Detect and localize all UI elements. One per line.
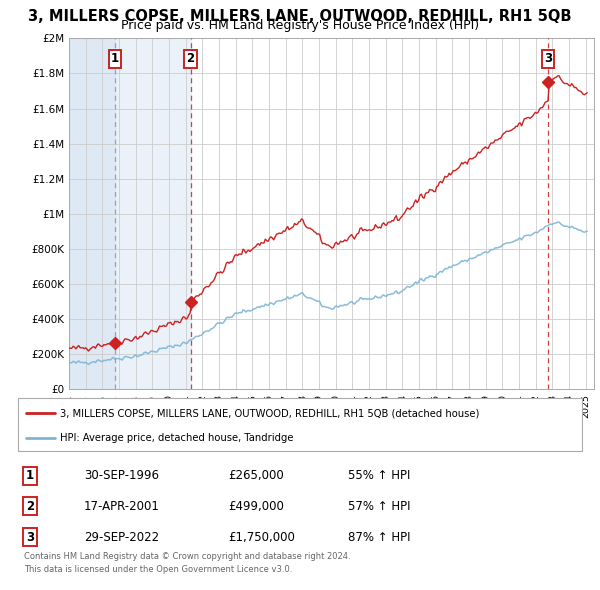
Text: £265,000: £265,000 [228, 469, 284, 482]
Text: 1: 1 [26, 469, 34, 482]
Text: 3, MILLERS COPSE, MILLERS LANE, OUTWOOD, REDHILL, RH1 5QB: 3, MILLERS COPSE, MILLERS LANE, OUTWOOD,… [28, 9, 572, 24]
Text: 1: 1 [111, 53, 119, 65]
Text: 29-SEP-2022: 29-SEP-2022 [84, 530, 159, 543]
Text: 17-APR-2001: 17-APR-2001 [84, 500, 160, 513]
Text: 57% ↑ HPI: 57% ↑ HPI [348, 500, 410, 513]
Text: This data is licensed under the Open Government Licence v3.0.: This data is licensed under the Open Gov… [24, 565, 292, 574]
Text: 3: 3 [26, 530, 34, 543]
Text: Contains HM Land Registry data © Crown copyright and database right 2024.: Contains HM Land Registry data © Crown c… [24, 552, 350, 561]
Text: 3, MILLERS COPSE, MILLERS LANE, OUTWOOD, REDHILL, RH1 5QB (detached house): 3, MILLERS COPSE, MILLERS LANE, OUTWOOD,… [60, 408, 479, 418]
Text: 30-SEP-1996: 30-SEP-1996 [84, 469, 159, 482]
Text: 3: 3 [544, 53, 552, 65]
Text: 87% ↑ HPI: 87% ↑ HPI [348, 530, 410, 543]
Bar [69, 38, 115, 389]
Text: £499,000: £499,000 [228, 500, 284, 513]
Text: 2: 2 [26, 500, 34, 513]
Text: Price paid vs. HM Land Registry's House Price Index (HPI): Price paid vs. HM Land Registry's House … [121, 19, 479, 32]
Text: HPI: Average price, detached house, Tandridge: HPI: Average price, detached house, Tand… [60, 433, 294, 443]
Text: 55% ↑ HPI: 55% ↑ HPI [348, 469, 410, 482]
Text: £1,750,000: £1,750,000 [228, 530, 295, 543]
Text: 2: 2 [187, 53, 194, 65]
Bar [69, 38, 191, 389]
